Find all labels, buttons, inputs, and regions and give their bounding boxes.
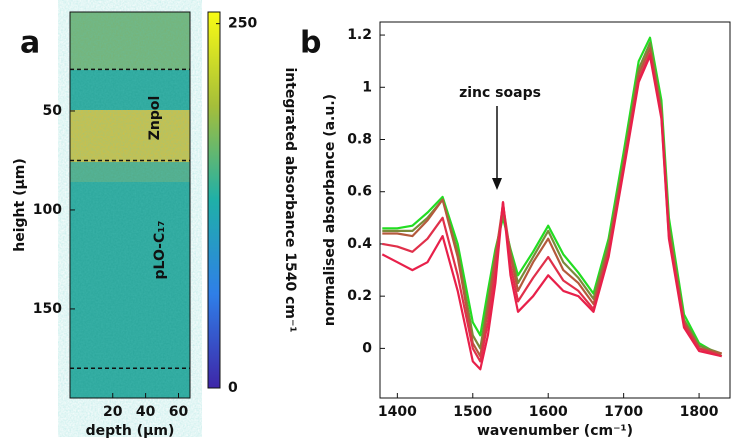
x-tick-label: 1700 (604, 404, 643, 420)
y-axis-label: normalised absorbance (a.u.) (322, 94, 338, 326)
spectrum-line (382, 48, 721, 356)
x-tick-label: 1500 (453, 404, 492, 420)
y-tick-label: 1.2 (347, 27, 372, 43)
x-axis-label: wavenumber (cm⁻¹) (477, 423, 633, 439)
x-tick-label: 1800 (680, 404, 719, 420)
spectrum-line (382, 43, 721, 354)
x-axis-label: depth (µm) (86, 423, 175, 439)
x-tick-label: 1600 (529, 404, 568, 420)
colorbar (208, 12, 220, 388)
annotation: pLO-C₁₇ (152, 221, 168, 280)
y-tick-label: 50 (43, 103, 63, 119)
y-tick-label: 0.8 (347, 132, 372, 148)
y-tick-label: 0.6 (347, 184, 372, 200)
annotation: zinc soaps (459, 85, 541, 101)
figure: 20406050100150depth (µm)height (µm)Znpol… (0, 0, 732, 440)
y-tick-label: 0.4 (347, 236, 372, 252)
y-tick-label: 0.2 (347, 288, 372, 304)
x-tick-label: 60 (169, 404, 189, 420)
annotation: Znpol (147, 96, 163, 141)
colorbar-tick-label: 250 (228, 16, 257, 32)
y-tick-label: 150 (33, 301, 62, 317)
x-tick-label: 1400 (378, 404, 417, 420)
y-tick-label: 100 (33, 202, 62, 218)
y-tick-label: 1 (362, 79, 372, 95)
panel-label: b (300, 26, 321, 61)
spectrum-line (382, 38, 721, 357)
y-tick-label: 0 (362, 340, 372, 356)
panel-label: a (20, 26, 40, 61)
x-tick-label: 20 (103, 404, 123, 420)
arrow-head (492, 178, 502, 190)
y-axis-label: height (µm) (12, 158, 28, 252)
colorbar-label: integrated absorbance 1540 cm⁻¹ (282, 67, 298, 332)
colorbar-tick-label: 0 (228, 380, 238, 396)
axes-frame (380, 22, 730, 398)
x-tick-label: 40 (136, 404, 156, 420)
